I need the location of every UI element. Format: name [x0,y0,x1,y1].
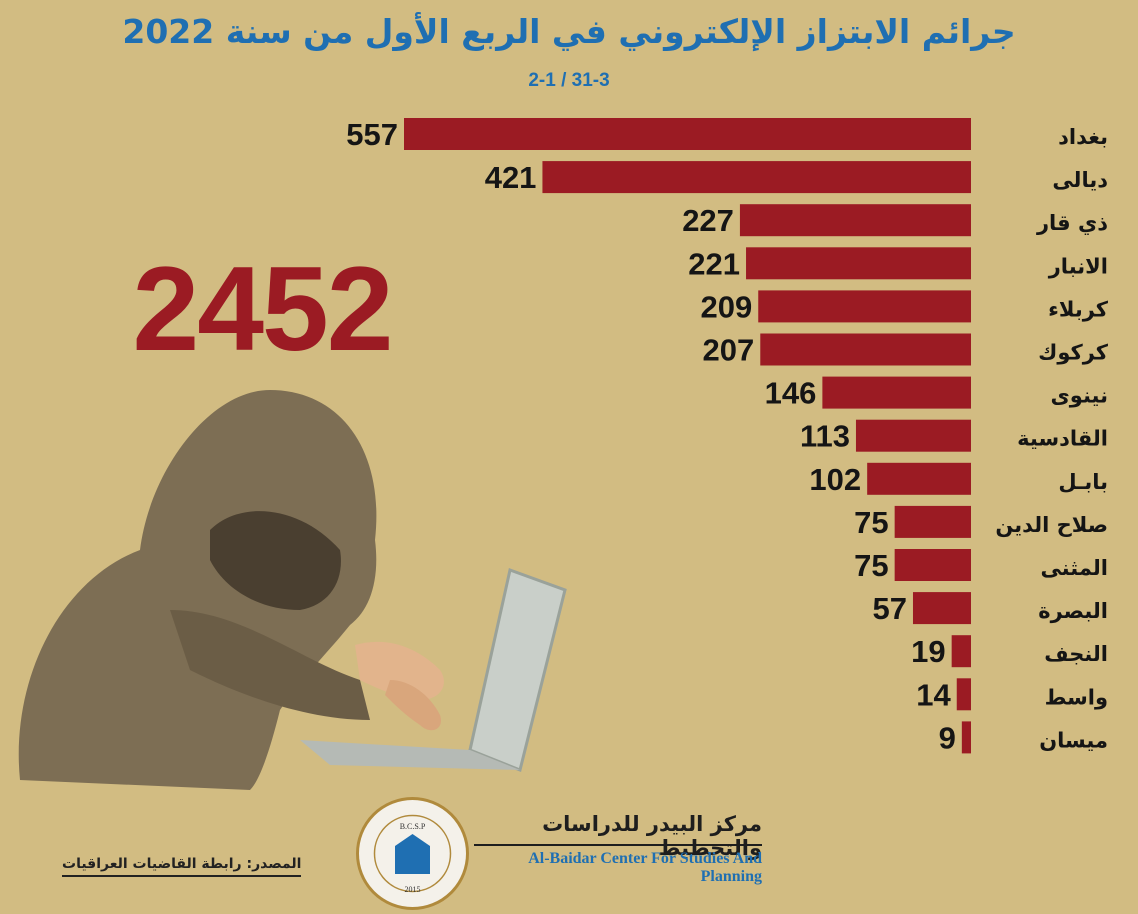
value-label-6: 207 [703,333,755,368]
value-label-4: 221 [688,246,740,281]
bar-6 [760,333,971,366]
bar-5 [758,290,971,323]
value-label-12: 57 [872,591,906,626]
category-label-5: كربلاء [1048,297,1109,321]
value-label-10: 75 [854,505,888,540]
category-label-2: ديالى [1052,168,1108,192]
value-label-9: 102 [809,462,861,497]
org-name-english: Al-Baidar Center For Studies And Plannin… [528,850,762,885]
bar-11 [894,549,971,581]
category-label-14: واسط [1045,685,1108,709]
value-label-7: 146 [765,376,817,411]
value-label-13: 19 [911,634,945,669]
category-label-7: نينوى [1051,384,1108,408]
value-label-2: 421 [485,160,537,195]
bar-13 [951,635,971,668]
hacker-illustration [18,390,567,790]
bar-4 [746,247,971,280]
bar-2 [542,161,971,194]
bar-chart: 557 بغداد 421 ديالى 227 ذي قار 221 الانبار 209 كر… [346,117,1109,755]
value-label-3: 227 [682,203,734,238]
total-count: 2452 [132,242,394,376]
category-label-8: القادسية [1017,427,1108,451]
category-label-15: ميسان [1039,728,1108,752]
value-label-11: 75 [854,548,888,583]
bar-7 [822,376,971,409]
chart-subtitle: 2-1 / 31-3 [528,70,610,91]
category-label-10: صلاح الدين [995,513,1108,537]
category-label-1: بغداد [1058,125,1108,149]
category-label-3: ذي قار [1036,211,1108,236]
value-label-8: 113 [800,419,850,454]
bar-14 [956,678,971,711]
bar-8 [855,419,971,452]
bar-10 [894,505,971,538]
category-label-6: كركوك [1038,341,1109,365]
source-note: المصدر: رابطة القاضيات العراقيات [62,856,302,877]
bar-1 [404,118,971,150]
category-label-4: الانبار [1048,254,1108,278]
logo-year: 2015 [405,885,421,894]
category-label-9: بابـل [1058,470,1108,494]
center-logo: B.C.S.P 2015 [356,797,469,910]
bar-15 [961,721,971,754]
value-label-14: 14 [916,677,951,712]
value-label-1: 557 [346,117,398,152]
org-name-arabic: مركز البيدر للدراسات والتخطيط [542,812,762,860]
bar-3 [739,204,971,237]
logo-abbr: B.C.S.P [400,822,426,831]
value-label-5: 209 [701,289,753,324]
bar-12 [912,592,971,625]
bar-9 [867,462,971,495]
chart-title: جرائم الابتزاز الإلكتروني في الربع الأول… [122,12,1016,51]
category-label-13: النجف [1044,642,1108,666]
value-label-15: 9 [939,720,956,755]
category-label-12: البصرة [1038,599,1108,623]
org-divider [474,844,762,846]
category-label-11: المثنى [1040,556,1108,580]
